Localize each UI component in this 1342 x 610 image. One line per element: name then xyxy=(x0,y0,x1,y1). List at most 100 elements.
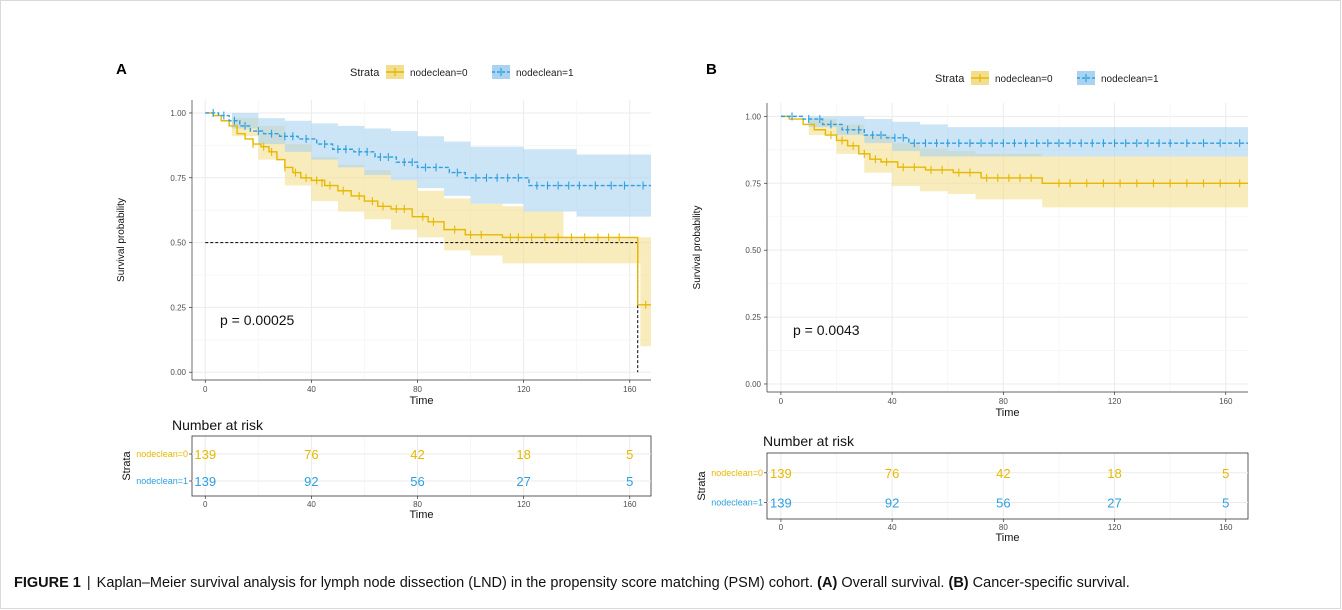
x-tick-label: 160 xyxy=(623,385,637,394)
panel-label: A xyxy=(116,61,127,78)
risk-table-frame xyxy=(766,452,1249,520)
x-tick-label: 160 xyxy=(1219,397,1233,406)
legend: Strata nodeclean=0 nodeclean=1 xyxy=(935,71,1159,85)
risk-x-axis-label: Time xyxy=(995,532,1019,544)
risk-row-label-1: nodeclean=1 xyxy=(711,498,763,508)
risk-x-tick-label: 0 xyxy=(203,500,208,509)
x-tick-label: 0 xyxy=(779,397,784,406)
plot-area xyxy=(205,108,651,373)
caption-part-a: Overall survival. xyxy=(841,575,945,591)
x-axis-label: Time xyxy=(409,395,433,407)
y-tick-label: 1.00 xyxy=(745,112,761,121)
x-tick-label: 40 xyxy=(307,385,316,394)
risk-x-tick-label: 40 xyxy=(307,500,316,509)
y-tick-label: 0.50 xyxy=(170,239,186,248)
x-tick-label: 40 xyxy=(888,397,897,406)
ci-band-0 xyxy=(780,116,1248,208)
risk-count: 139 xyxy=(194,447,216,462)
risk-count: 139 xyxy=(194,474,216,489)
risk-y-axis-label: Strata xyxy=(121,450,133,480)
risk-x-axis-label: Time xyxy=(409,509,433,521)
risk-count: 42 xyxy=(410,447,424,462)
y-tick-label: 0.00 xyxy=(170,368,186,377)
risk-count: 76 xyxy=(304,447,318,462)
legend-entry-1: nodeclean=1 xyxy=(516,68,574,79)
panel-label: B xyxy=(706,61,717,78)
risk-x-tick-label: 80 xyxy=(999,523,1008,532)
legend-title: Strata xyxy=(350,67,380,79)
risk-count: 27 xyxy=(1107,496,1121,511)
km-curve-1 xyxy=(780,115,1248,144)
risk-table-title: Number at risk xyxy=(172,417,264,433)
risk-count: 5 xyxy=(1222,496,1229,511)
risk-x-tick-label: 80 xyxy=(413,500,422,509)
y-tick-label: 0.75 xyxy=(170,174,186,183)
caption-separator: | xyxy=(86,575,91,591)
risk-table-frame xyxy=(191,435,652,497)
caption-tag-b: (B) xyxy=(948,575,969,591)
figure-caption: FIGURE 1 | Kaplan–Meier survival analysis … xyxy=(14,575,1334,591)
grid xyxy=(192,100,651,380)
x-tick-label: 80 xyxy=(999,397,1008,406)
ci-band-0 xyxy=(205,112,651,347)
risk-x-tick-label: 120 xyxy=(1108,523,1122,532)
y-tick-label: 0.25 xyxy=(745,313,761,322)
p-value: p = 0.00025 xyxy=(220,312,295,328)
x-tick-label: 120 xyxy=(517,385,531,394)
x-axis-label: Time xyxy=(995,407,1019,419)
risk-table: Number at risk nodeclean=0 139 76 42 18 5 nodec… xyxy=(121,417,652,521)
risk-row-label-0: nodeclean=0 xyxy=(711,468,763,478)
risk-count: 18 xyxy=(1107,466,1121,481)
plot-area xyxy=(780,112,1248,208)
risk-table-title: Number at risk xyxy=(763,433,855,449)
risk-count: 27 xyxy=(516,474,530,489)
risk-count: 5 xyxy=(626,474,633,489)
y-tick-label: 0.75 xyxy=(745,179,761,188)
risk-x-tick-label: 0 xyxy=(779,523,784,532)
y-axis-label: Survival probability xyxy=(116,198,127,282)
legend-entry-1: nodeclean=1 xyxy=(1101,74,1159,85)
risk-y-axis-label: Strata xyxy=(696,470,708,500)
y-tick-label: 0.00 xyxy=(745,380,761,389)
legend-entry-0: nodeclean=0 xyxy=(410,68,468,79)
ci-band-1 xyxy=(205,112,651,217)
risk-count: 5 xyxy=(1222,466,1229,481)
y-tick-label: 0.25 xyxy=(170,303,186,312)
p-value: p = 0.0043 xyxy=(793,322,860,338)
y-axis-label: Survival probability xyxy=(692,206,703,290)
risk-count: 139 xyxy=(770,466,792,481)
risk-count: 76 xyxy=(885,466,899,481)
risk-row-label-1: nodeclean=1 xyxy=(136,476,188,486)
caption-text: Kaplan–Meier survival analysis for lymph… xyxy=(96,575,814,591)
legend-title: Strata xyxy=(935,73,965,85)
legend-entry-0: nodeclean=0 xyxy=(995,74,1053,85)
figure-canvas: A Strata nodeclean=0 nodeclean=10.000.250.5… xyxy=(116,61,1249,544)
risk-count: 5 xyxy=(626,447,633,462)
km-panel-a: A Strata nodeclean=0 nodeclean=10.000.250.5… xyxy=(116,61,652,521)
caption-part-b: Cancer-specific survival. xyxy=(972,575,1130,591)
risk-count: 92 xyxy=(885,496,899,511)
y-tick-label: 1.00 xyxy=(170,109,186,118)
risk-count: 18 xyxy=(516,447,530,462)
risk-count: 56 xyxy=(410,474,424,489)
ci-band-1 xyxy=(780,116,1248,157)
x-tick-label: 80 xyxy=(413,385,422,394)
x-tick-label: 0 xyxy=(203,385,208,394)
risk-count: 92 xyxy=(304,474,318,489)
risk-x-tick-label: 40 xyxy=(888,523,897,532)
y-tick-label: 0.50 xyxy=(745,246,761,255)
legend: Strata nodeclean=0 nodeclean=1 xyxy=(350,65,574,79)
risk-x-tick-label: 120 xyxy=(517,500,531,509)
risk-table: Number at risk nodeclean=0 139 76 42 18 5 nodec… xyxy=(696,433,1249,544)
caption-label: FIGURE 1 xyxy=(14,575,81,591)
risk-x-tick-label: 160 xyxy=(1219,523,1233,532)
risk-count: 139 xyxy=(770,496,792,511)
risk-count: 56 xyxy=(996,496,1010,511)
risk-row-label-0: nodeclean=0 xyxy=(136,449,188,459)
risk-x-tick-label: 160 xyxy=(623,500,637,509)
km-curve-0 xyxy=(205,112,651,306)
x-tick-label: 120 xyxy=(1108,397,1122,406)
caption-tag-a: (A) xyxy=(817,575,838,591)
risk-count: 42 xyxy=(996,466,1010,481)
